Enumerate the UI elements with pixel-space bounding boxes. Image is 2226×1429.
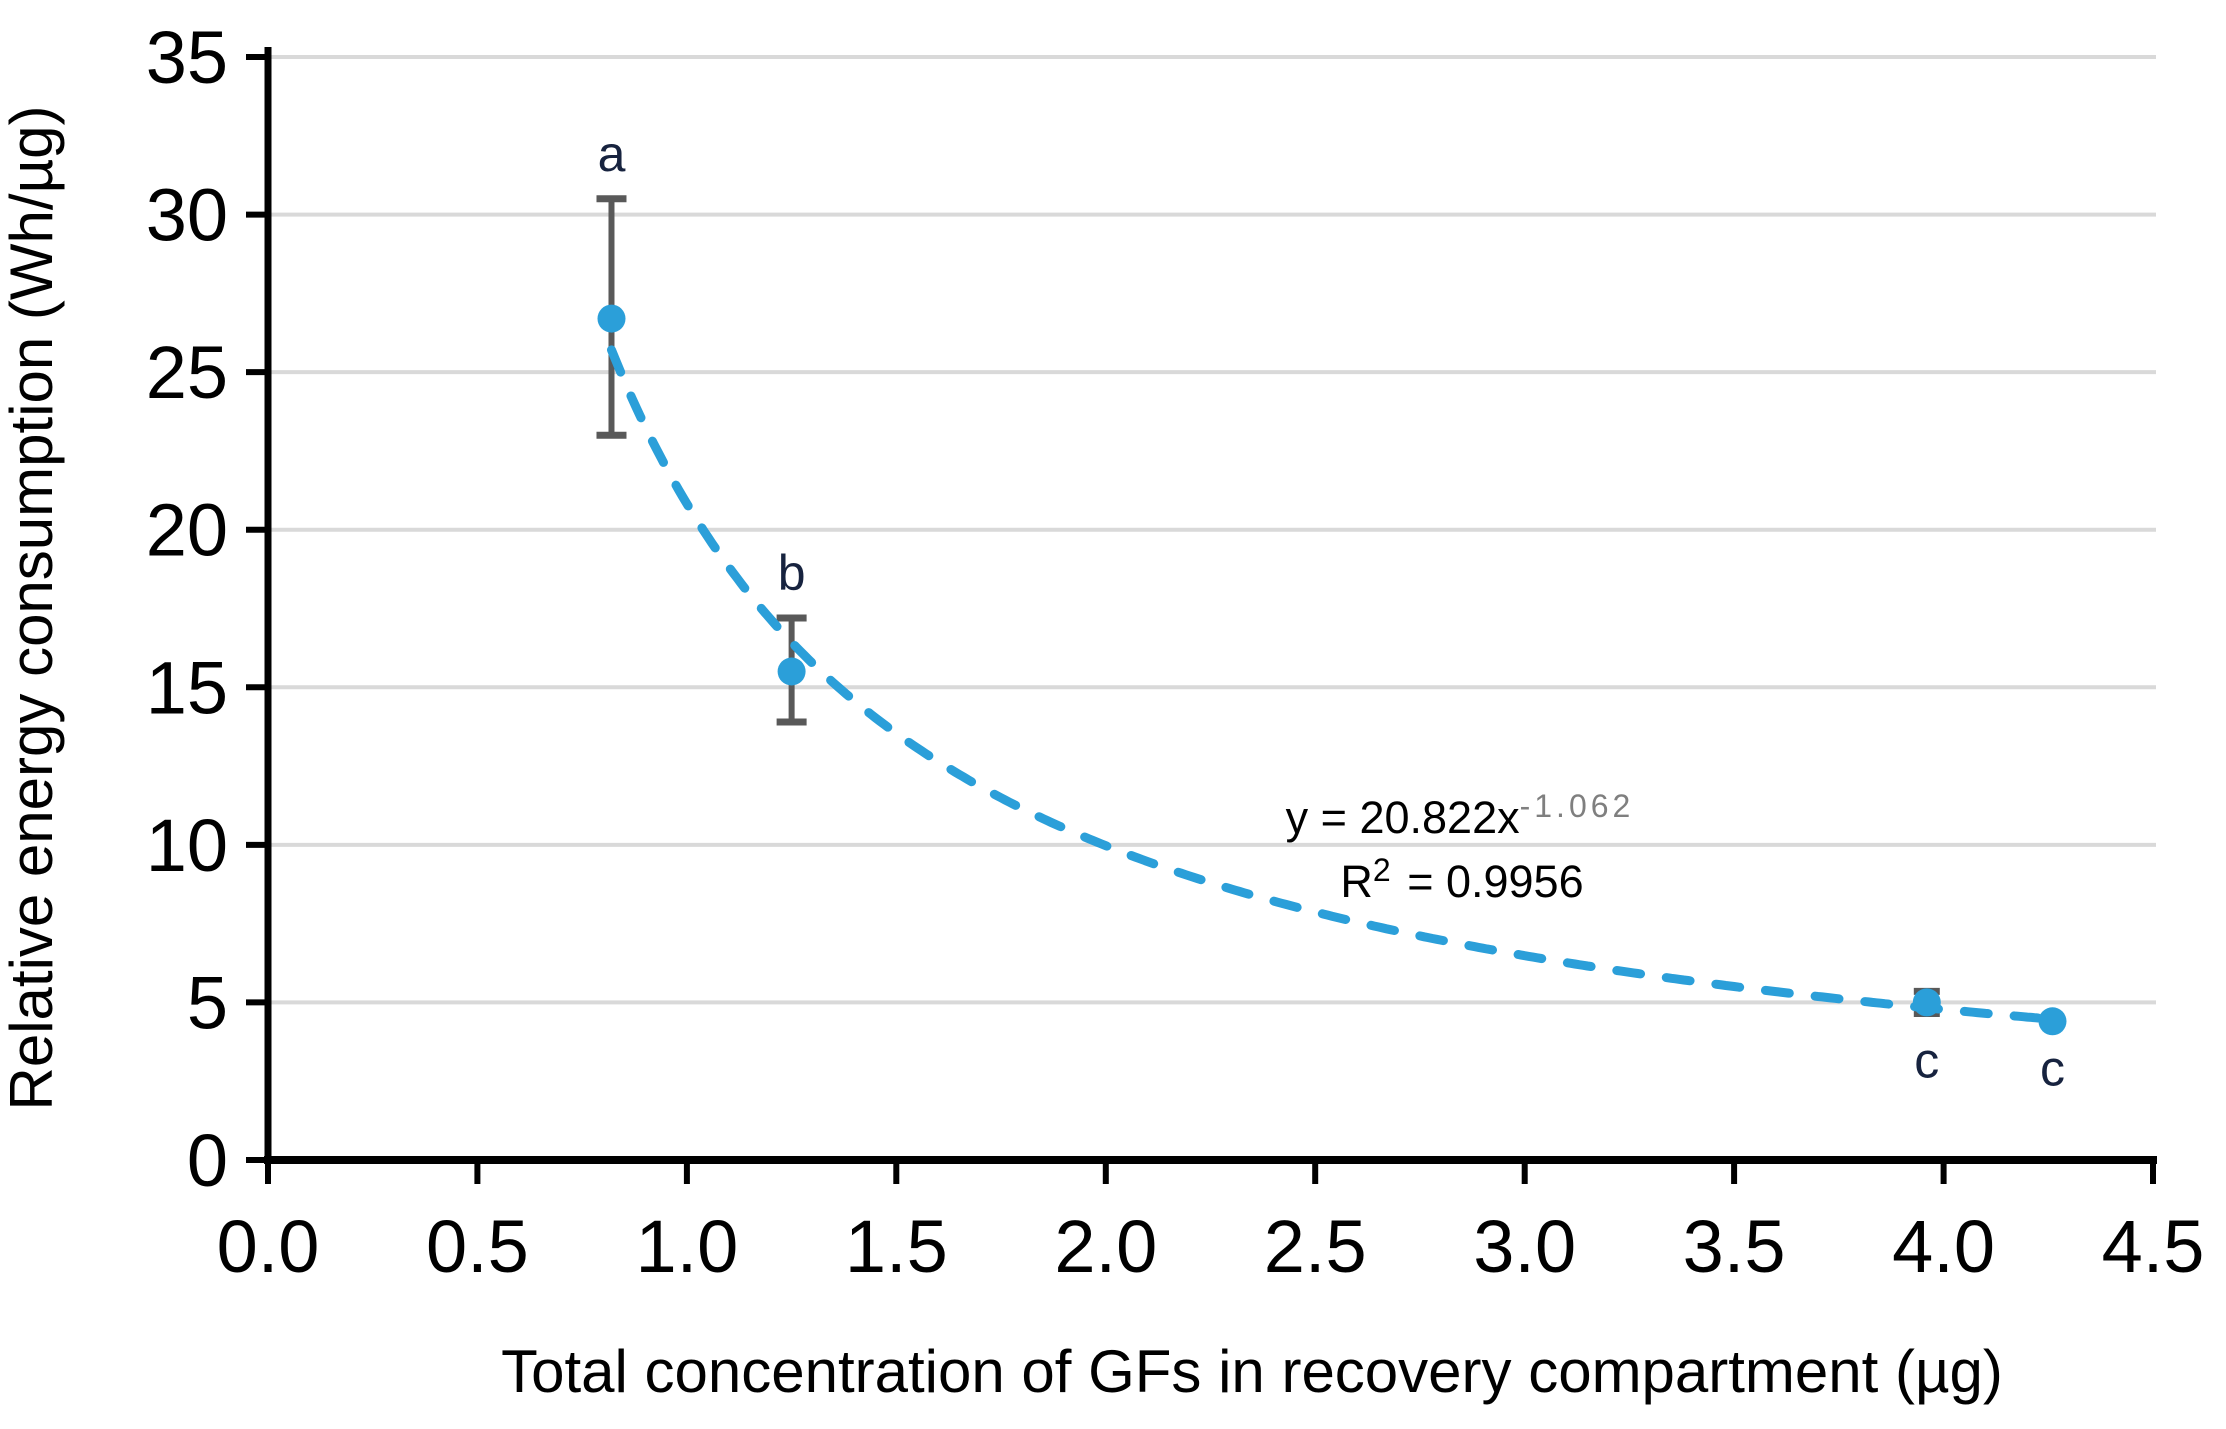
x-tick-label: 2.5 [1264, 1205, 1367, 1288]
y-tick-label: 10 [146, 804, 228, 887]
error-bars-layer [596, 195, 1940, 1017]
significance-label: a [598, 126, 626, 182]
x-tick-label: 2.0 [1054, 1205, 1157, 1288]
significance-label: c [2040, 1040, 2065, 1096]
axes-layer [246, 47, 2157, 1184]
y-tick-label: 5 [187, 961, 228, 1044]
y-tick-label: 25 [146, 331, 228, 414]
trendline-layer [607, 345, 2062, 1025]
y-tick-label: 0 [187, 1119, 228, 1202]
x-tick-label: 0.5 [426, 1205, 529, 1288]
x-axis-title: Total concentration of GFs in recovery c… [501, 1338, 2003, 1405]
y-tick-label: 20 [146, 489, 228, 572]
y-axis-title: Relative energy consumption (Wh/µg) [0, 106, 65, 1111]
tick-labels-layer: 0 5 10 15 20 25 30 35 0.0 0.5 1.0 1.5 2.0 2.5 3.0 3.5 4.… [146, 16, 2205, 1288]
significance-label: b [778, 545, 806, 601]
power-trendline [607, 345, 2062, 1025]
y-tick-label: 15 [146, 646, 228, 729]
equation-exponent: -1.062 [1520, 788, 1635, 824]
x-tick-label: 3.0 [1473, 1205, 1576, 1288]
x-tick-label: 4.0 [1892, 1205, 1995, 1288]
equation-prefix: y = 20.822x [1286, 792, 1520, 843]
r-squared-base: R [1340, 856, 1373, 907]
gridlines-layer [268, 55, 2156, 1005]
x-tick-label: 1.5 [845, 1205, 948, 1288]
data-point-marker [2038, 1007, 2067, 1036]
x-tick-label: 4.5 [2102, 1205, 2205, 1288]
y-tick-label: 35 [146, 16, 228, 99]
r-squared-value: = 0.9956 [1395, 856, 1584, 907]
r-squared-exponent: 2 [1373, 852, 1395, 888]
r-squared-label: R2 = 0.9956 [1340, 852, 1583, 907]
markers-layer [597, 304, 2067, 1036]
x-tick-label: 1.0 [635, 1205, 738, 1288]
y-tick-label: 30 [146, 174, 228, 257]
x-tick-label: 3.5 [1683, 1205, 1786, 1288]
significance-label: c [1914, 1033, 1939, 1089]
trendline-equation: y = 20.822x-1.062 [1286, 788, 1635, 843]
point-labels-layer: a b c c [598, 126, 2065, 1097]
data-point-marker [597, 304, 626, 333]
data-point-marker [1912, 988, 1941, 1017]
x-tick-label: 0.0 [217, 1205, 320, 1288]
data-point-marker [777, 657, 806, 686]
